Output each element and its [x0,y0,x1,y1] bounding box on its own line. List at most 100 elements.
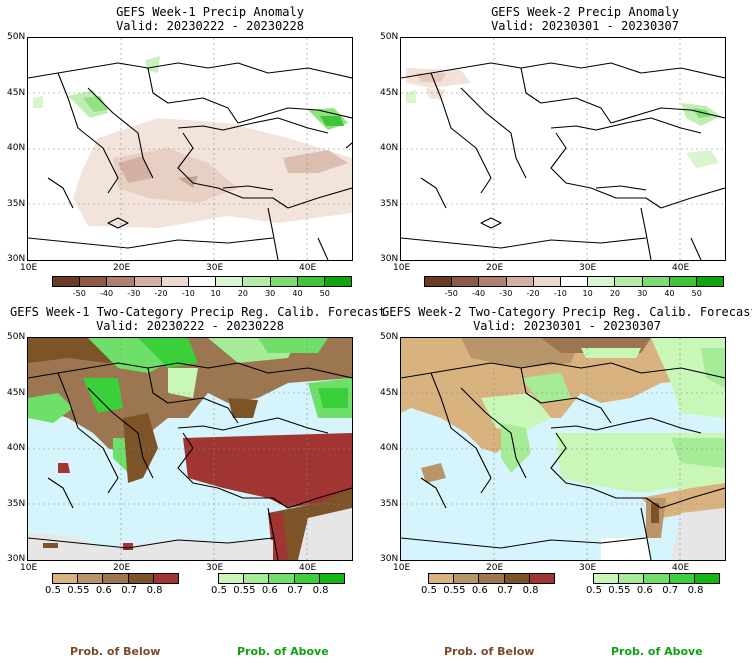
colorbar-swatch [425,277,453,286]
prob-above-label-week2: Prob. of Above [611,645,703,658]
colorbar-tick-label: 50 [319,289,330,298]
colorbar-tick-label: 0.7 [287,585,304,596]
coastlines-borders [401,62,725,260]
prob-below-label-week1: Prob. of Below [70,645,161,658]
colorbar-swatch [429,574,455,583]
p1-lat-35n: 35N [7,199,26,209]
wet-anomaly-field [33,56,348,130]
p1-lon-20e: 20E [113,263,131,273]
colorbar-tick-label: 40 [664,289,675,298]
p4-lat-50n: 50N [380,332,399,342]
colorbar-tick-label: 0.55 [608,585,631,596]
p2-lat-50n: 50N [380,32,399,42]
panel2-title: GEFS Week-2 Precip Anomaly [491,5,679,19]
colorbar-swatch [504,574,530,583]
p4-lat-45n: 45N [380,388,399,398]
colorbar-tick-label: 0.55 [443,585,466,596]
colorbar-swatch [529,574,555,583]
p3-lon-20e: 20E [113,563,131,573]
colorbar-tick-label: 0.7 [121,585,138,596]
colorbar-swatch [78,574,104,583]
p1-lon-30e: 30E [206,263,224,273]
p4-lon-20e: 20E [486,563,504,573]
colorbar-tick-label: 50 [691,289,702,298]
colorbar-swatch [243,277,271,286]
colorbar-swatch [594,574,620,583]
colorbar-tick-label: 30 [265,289,276,298]
colorbar-swatch [642,277,670,286]
colorbar-tick-label: 10 [210,289,221,298]
colorbar-tick-label: 0.55 [67,585,90,596]
colorbar-tick-label: 0.8 [687,585,704,596]
p4-lat-30n: 30N [380,554,399,564]
p2-lon-10e: 10E [393,263,411,273]
colorbar-swatch [452,277,480,286]
grid-lines [401,38,725,260]
colorbar-swatch [80,277,108,286]
colorbar-tick-label: 0.5 [586,585,602,596]
colorbar-swatch [128,574,154,583]
panel2-valid: Valid: 20230301 - 20230307 [491,19,679,33]
colorbar-swatch [644,574,670,583]
colorbar-tick-label: 0.6 [636,585,653,596]
colorbar-tick-label: -10 [181,289,195,298]
colorbar-swatch [294,574,320,583]
anomaly-map-week2 [401,38,725,260]
grid-lines [28,338,352,560]
panel1-valid: Valid: 20230222 - 20230228 [116,19,304,33]
map-panel-week2-prob [400,337,726,561]
p2-lon-30e: 30E [579,263,597,273]
map-panel-week1-prob [27,337,353,561]
anomaly-map-week1 [28,38,352,260]
p2-lat-35n: 35N [380,199,399,209]
prob-above-colorbar-week2 [593,573,720,584]
colorbar-swatch [134,277,162,286]
p4-lat-35n: 35N [380,499,399,509]
colorbar-tick-label: 30 [637,289,648,298]
p1-lon-10e: 10E [20,263,38,273]
colorbar-tick-label: 0.6 [95,585,112,596]
land-probabilities [28,338,352,560]
panel4-title: GEFS Week-2 Two-Category Precip Reg. Cal… [382,305,752,319]
colorbar-tick-label: 0.8 [522,585,539,596]
colorbar-swatch [219,574,245,583]
p3-lon-40e: 40E [299,563,317,573]
p4-lon-30e: 30E [579,563,597,573]
colorbar-swatch [161,277,189,286]
colorbar-swatch [560,277,589,286]
colorbar-swatch [615,277,643,286]
colorbar-swatch [319,574,345,583]
coastlines-borders [28,62,352,260]
colorbar-tick-label: -20 [154,289,168,298]
prob-above-label-week1: Prob. of Above [237,645,329,658]
colorbar-tick-label: 0.8 [146,585,163,596]
colorbar-tick-label: 20 [609,289,620,298]
prob-below-colorbar-week2 [428,573,555,584]
colorbar-tick-label: -50 [72,289,86,298]
colorbar-tick-label: 0.7 [662,585,679,596]
map-panel-week2-anomaly [400,37,726,261]
p1-lat-30n: 30N [7,254,26,264]
p3-lat-30n: 30N [7,554,26,564]
colorbar-tick-label: -20 [526,289,540,298]
p1-lat-50n: 50N [7,32,26,42]
colorbar-tick-label: 40 [292,289,303,298]
anomaly-colorbar-week2 [424,276,724,287]
coastlines-borders [401,362,725,560]
colorbar-swatch [533,277,561,286]
colorbar-swatch [669,574,695,583]
anomaly-colorbar-week1 [52,276,352,287]
panel1-title: GEFS Week-1 Precip Anomaly [116,5,304,19]
colorbar-tick-label: 0.55 [233,585,256,596]
p3-lon-30e: 30E [206,563,224,573]
colorbar-tick-label: 0.8 [312,585,329,596]
p3-lat-40n: 40N [7,443,26,453]
colorbar-tick-label: 0.5 [211,585,227,596]
p2-lat-45n: 45N [380,88,399,98]
colorbar-tick-label: 10 [582,289,593,298]
panel4-valid: Valid: 20230301 - 20230307 [473,319,661,333]
colorbar-tick-label: 0.7 [497,585,514,596]
colorbar-swatch [244,574,270,583]
colorbar-tick-label: -50 [444,289,458,298]
colorbar-swatch [153,574,179,583]
